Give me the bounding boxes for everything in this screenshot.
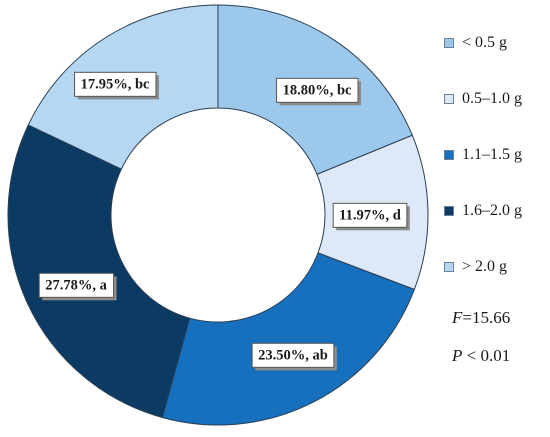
legend-swatch (444, 94, 454, 104)
p-symbol: P (452, 346, 463, 365)
f-symbol: F (452, 308, 463, 327)
legend-item-1-1-1-5g: 1.1–1.5 g (444, 145, 522, 165)
legend-label: < 0.5 g (462, 34, 508, 51)
f-statistic: F=15.66 (452, 308, 510, 328)
label-box (38, 272, 115, 298)
data-label: 18.80%, bc (276, 77, 362, 106)
legend-label: 1.6–2.0 g (462, 202, 522, 219)
p-value: P < 0.01 (452, 346, 510, 366)
label-box (332, 202, 408, 228)
legend-item-1-6-2-0g: 1.6–2.0 g (444, 201, 522, 221)
legend-label: 1.1–1.5 g (462, 146, 522, 163)
data-label: 17.95%, bc (74, 71, 160, 100)
legend-item-under-0-5g: < 0.5 g (444, 33, 507, 53)
legend-swatch (444, 150, 454, 160)
legend-item-0-5-1-0g: 0.5–1.0 g (444, 89, 522, 109)
f-value: =15.66 (462, 308, 511, 327)
donut-slice (161, 252, 415, 426)
data-labels-layer: 18.80%, bc 11.97%, d 23.50%, ab 27.78%, a 17… (38, 71, 410, 371)
data-label-text: 17.95%, bc (81, 76, 150, 92)
legend-swatch (444, 262, 454, 272)
data-label: 11.97%, d (332, 202, 410, 231)
legend-item-over-2-0g: > 2.0 g (444, 257, 507, 277)
label-box (74, 71, 157, 97)
legend-label: > 2.0 g (462, 258, 508, 275)
data-label-text: 18.80%, bc (283, 82, 352, 98)
label-box (251, 342, 335, 368)
data-label-text: 11.97%, d (339, 207, 401, 223)
data-label: 27.78%, a (38, 272, 117, 301)
legend-swatch (444, 38, 454, 48)
donut-slice (7, 124, 191, 419)
p-value-text: < 0.01 (462, 346, 511, 365)
label-box (276, 77, 359, 103)
legend-swatch (444, 206, 454, 216)
data-label: 23.50%, ab (251, 342, 337, 371)
legend-label: 0.5–1.0 g (462, 90, 522, 107)
data-label-text: 27.78%, a (45, 277, 107, 293)
data-label-text: 23.50%, ab (258, 347, 328, 363)
